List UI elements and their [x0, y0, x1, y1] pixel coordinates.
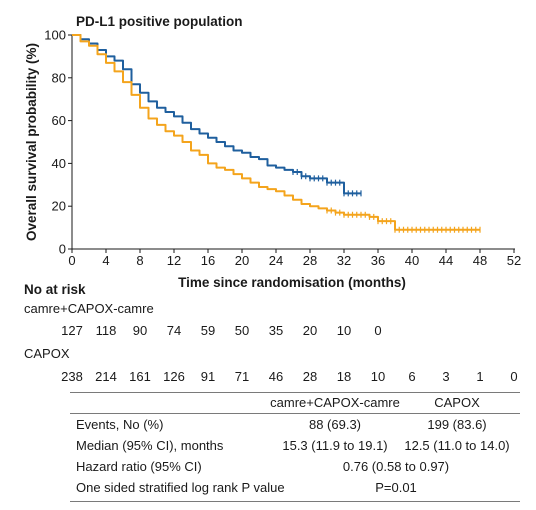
stats-header-arm2: CAPOX [434, 395, 480, 410]
risk-count: 118 [95, 323, 117, 338]
stats-value: P=0.01 [375, 480, 417, 495]
survival-curve-capox [72, 34, 480, 231]
risk-count: 91 [200, 369, 216, 384]
y-tick-label: 80 [52, 70, 66, 85]
x-tick-label: 16 [201, 253, 215, 268]
y-axis-label: Overall survival probability (%) [24, 43, 39, 241]
stats-value: 88 (69.3) [308, 417, 362, 432]
risk-count: 46 [268, 369, 284, 384]
x-tick-label: 40 [405, 253, 419, 268]
risk-count: 161 [129, 369, 151, 384]
risk-count: 3 [442, 369, 450, 384]
risk-count: 1 [476, 369, 484, 384]
risk-count: 0 [374, 323, 382, 338]
y-tick-label: 40 [52, 156, 66, 171]
km-survival-chart: PD-L1 positive population Overall surviv… [24, 14, 521, 290]
risk-count: 90 [132, 323, 148, 338]
x-ticks: 0 4 8 12 16 20 24 28 32 36 40 44 48 52 [68, 249, 521, 268]
stats-value: 0.76 (0.58 to 0.97) [342, 459, 450, 474]
x-tick-label: 52 [507, 253, 521, 268]
stats-header-arm1: camre+CAPOX-camre [270, 395, 400, 410]
risk-count: 127 [61, 323, 83, 338]
y-tick-label: 0 [59, 242, 66, 257]
stats-row-label: Median (95% CI), months [76, 438, 224, 453]
stats-header-rule [70, 413, 520, 414]
risk-count: 10 [336, 323, 352, 338]
x-tick-label: 32 [337, 253, 351, 268]
y-ticks: 0 20 40 60 80 100 [44, 28, 72, 257]
x-tick-label: 4 [102, 253, 109, 268]
stats-bottom-rule [70, 501, 520, 502]
risk-count: 28 [302, 369, 318, 384]
stats-row-label: One sided stratified log rank P value [76, 480, 285, 495]
risk-count: 0 [510, 369, 518, 384]
survival-curve-camre [72, 34, 361, 195]
risk-count: 20 [302, 323, 318, 338]
risk-count: 214 [95, 369, 117, 384]
x-tick-label: 28 [303, 253, 317, 268]
y-tick-label: 100 [44, 28, 66, 43]
risk-count: 18 [336, 369, 352, 384]
survival-curves [72, 34, 481, 233]
risk-count: 238 [61, 369, 83, 384]
risk-count: 6 [408, 369, 416, 384]
x-tick-label: 20 [235, 253, 249, 268]
y-tick-label: 60 [52, 113, 66, 128]
stats-row-label: Hazard ratio (95% CI) [76, 459, 202, 474]
stats-value: 199 (83.6) [427, 417, 487, 432]
x-tick-label: 44 [439, 253, 453, 268]
risk-count: 74 [166, 323, 182, 338]
risk-count: 71 [234, 369, 250, 384]
stats-row-label: Events, No (%) [76, 417, 164, 432]
risk-arm-label-2: CAPOX [24, 346, 70, 361]
x-tick-label: 36 [371, 253, 385, 268]
x-tick-label: 24 [269, 253, 283, 268]
risk-table-title: No at risk [24, 282, 86, 297]
stats-top-rule [70, 392, 520, 393]
x-tick-label: 0 [68, 253, 75, 268]
y-tick-label: 20 [52, 199, 66, 214]
risk-count: 50 [234, 323, 250, 338]
x-axis-label: Time since randomisation (months) [178, 275, 406, 290]
x-tick-label: 8 [136, 253, 143, 268]
x-tick-label: 48 [473, 253, 487, 268]
chart-title: PD-L1 positive population [76, 14, 243, 29]
risk-arm-label-1: camre+CAPOX-camre [24, 301, 154, 316]
risk-count: 35 [268, 323, 284, 338]
stats-value: 12.5 (11.0 to 14.0) [404, 438, 510, 453]
risk-count: 126 [163, 369, 185, 384]
stats-value: 15.3 (11.9 to 19.1) [282, 438, 388, 453]
risk-count: 10 [370, 369, 386, 384]
risk-count: 59 [200, 323, 216, 338]
x-tick-label: 12 [167, 253, 181, 268]
